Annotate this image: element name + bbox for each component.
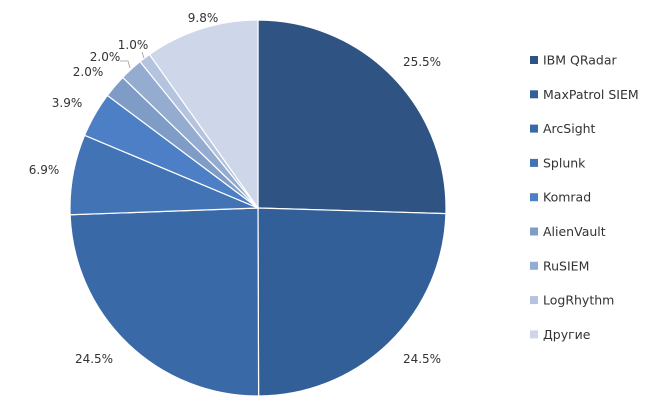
legend-label: ArcSight <box>543 121 596 136</box>
legend-swatch <box>530 330 538 339</box>
legend-label: IBM QRadar <box>543 53 618 68</box>
pie-slice-ibm-qradar <box>257 19 447 215</box>
leader-lines <box>120 51 145 69</box>
legend-label: Другие <box>543 327 591 342</box>
legend-label: AlienVault <box>543 224 606 239</box>
data-labels: 25.5%24.5%24.5%6.9%3.9%2.0%2.0%1.0%9.8% <box>29 11 441 366</box>
data-label: 24.5% <box>75 352 113 366</box>
legend-label: Splunk <box>543 155 586 170</box>
legend-swatch <box>530 227 538 236</box>
legend: IBM QRadar MaxPatrol SIEM ArcSight Splunk Ko… <box>530 53 639 342</box>
pie-slice-другие <box>148 19 259 210</box>
pie-slices <box>69 19 447 397</box>
legend-label: LogRhythm <box>543 293 614 308</box>
legend-label: MaxPatrol SIEM <box>543 87 639 102</box>
leader-line <box>141 51 145 59</box>
data-label: 2.0% <box>73 65 104 79</box>
legend-label: Komrad <box>543 190 591 205</box>
legend-swatch <box>530 193 538 202</box>
leader-line <box>120 60 131 69</box>
legend-label: RuSIEM <box>543 258 589 273</box>
legend-swatch <box>530 56 538 64</box>
legend-swatch <box>530 158 538 167</box>
pie-slice-maxpatrol-siem <box>257 207 447 397</box>
data-label: 9.8% <box>188 11 219 25</box>
pie-slice-arcsight <box>69 207 260 397</box>
data-label: 1.0% <box>118 38 149 52</box>
data-label: 3.9% <box>52 96 83 110</box>
data-label: 2.0% <box>90 50 121 64</box>
data-label: 24.5% <box>403 352 441 366</box>
legend-swatch <box>530 90 538 99</box>
legend-swatch <box>530 261 538 270</box>
legend-swatch <box>530 124 538 133</box>
data-label: 25.5% <box>403 55 441 69</box>
legend-swatch <box>530 296 538 305</box>
data-label: 6.9% <box>29 163 60 177</box>
